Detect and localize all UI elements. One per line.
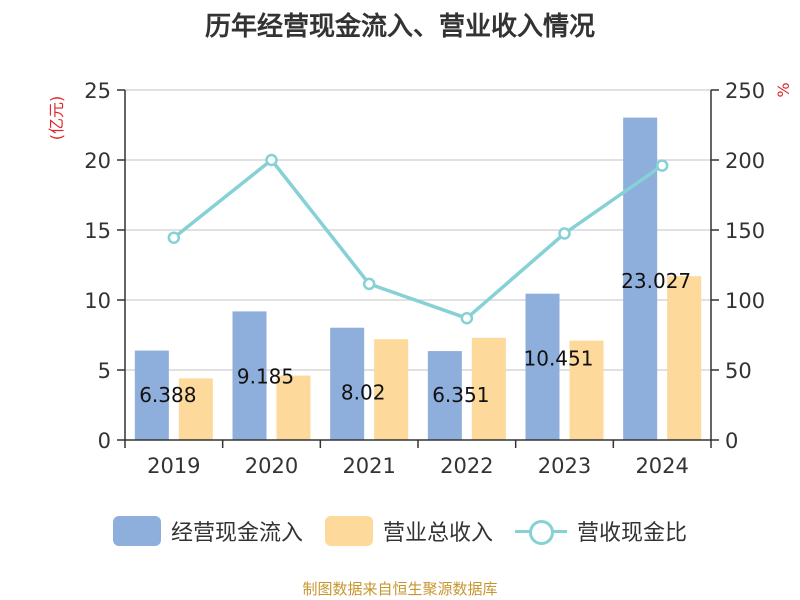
data-label-2023: 10.451 [524,347,594,371]
x-tick-label-2023: 2023 [538,454,591,478]
bar-revenue-2022 [471,337,506,440]
data-label-2021: 8.02 [341,381,386,405]
x-tick-label-2020: 2020 [245,454,298,478]
ratio-point-2024 [655,159,669,172]
data-label-2022: 6.351 [432,383,489,407]
legend-line-marker-icon [515,516,567,546]
ratio-point-2021 [362,277,376,291]
bar-cash-inflow-2020 [232,311,267,440]
left-tick-label: 10 [84,289,111,313]
bar-revenue-2019 [178,378,213,440]
x-tick-label-2022: 2022 [440,454,493,478]
left-tick-label: 15 [84,219,111,243]
bar-revenue-2021 [374,339,409,440]
x-tick-label-2021: 2021 [342,454,395,478]
right-tick-label: 0 [725,429,738,453]
data-label-2019: 6.388 [139,383,196,407]
x-tick-label-2024: 2024 [635,454,688,478]
bar-cash-inflow-2021 [330,327,365,440]
source-note: 制图数据来自恒生聚源数据库 [302,580,498,598]
legend-label-cash-inflow: 经营现金流入 [170,521,303,546]
right-axis-unit: % [774,82,793,97]
left-tick-label: 0 [98,429,111,453]
legend-item-cash-inflow[interactable]: 经营现金流入 [112,515,303,547]
legend: 经营现金流入 营业总收入 营收现金比 [0,515,800,547]
right-tick-label: 50 [725,359,752,383]
bar-cash-inflow-2023 [525,293,560,440]
right-tick-label: 250 [725,79,765,103]
left-tick-label: 20 [84,149,111,173]
data-label-2020: 9.185 [237,364,294,388]
data-label-2024: 23.027 [621,269,691,293]
bar-revenue-2023 [569,340,604,440]
bar-cash-inflow-2022 [427,351,462,440]
grid-lines [125,89,711,371]
ratio-line-path [172,158,664,320]
right-tick-label: 200 [725,149,765,173]
left-axis-unit: (亿元) [47,96,66,141]
legend-item-ratio[interactable]: 营收现金比 [515,515,687,547]
legend-swatch-revenue [324,516,373,546]
right-tick-label: 150 [725,219,765,243]
legend-label-revenue: 营业总收入 [382,521,493,546]
data-labels: 6.388 9.185 8.02 6.351 10.451 23.027 [139,269,691,407]
legend-item-revenue[interactable]: 营业总收入 [324,515,493,547]
left-tick-label: 5 [98,359,111,383]
bar-revenue-2024 [667,276,702,440]
chart-title: 历年经营现金流入、营业收入情况 [204,12,595,42]
left-tick-label: 25 [84,79,111,103]
bars [134,117,702,440]
bar-cash-inflow-2019 [134,350,169,440]
bar-revenue-2020 [276,375,311,440]
x-tick-label-2019: 2019 [147,454,200,478]
legend-label-ratio: 营收现金比 [577,521,688,546]
ratio-point-2023 [558,227,571,240]
right-tick-label: 100 [725,289,765,313]
ratio-point-2022 [460,311,474,325]
legend-swatch-cash-inflow [112,516,161,546]
ratio-point-2020 [265,153,278,167]
ratio-line [167,153,669,325]
ratio-point-2019 [167,231,181,244]
